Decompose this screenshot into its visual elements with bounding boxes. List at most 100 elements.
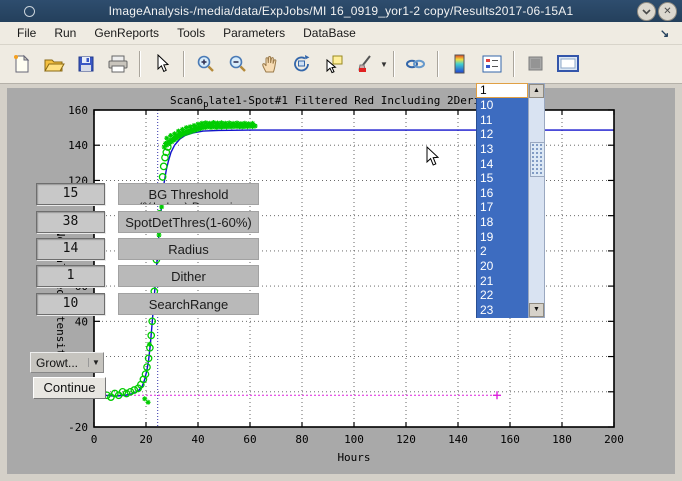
spot-number-option[interactable]: 17 [480,200,494,215]
brush-dropdown-arrow-icon[interactable]: ▼ [380,59,388,69]
toolbar-separator [512,51,515,77]
menu-bar: File Run GenReports Tools Parameters DataBase [0,22,682,45]
svg-text:140: 140 [68,139,88,152]
bg-threshold-input[interactable]: 15 [36,183,105,205]
open-file-icon[interactable] [41,51,67,77]
toolbar: ▼ [0,45,682,84]
menu-item-tools[interactable]: Tools [177,26,206,40]
link-plots-icon[interactable] [403,51,429,77]
scroll-up-button[interactable]: ▲ [529,84,544,98]
rollup-button[interactable] [637,2,656,21]
svg-text:140: 140 [448,433,468,446]
menu-item-parameters[interactable]: Parameters [223,26,286,40]
spot-number-option[interactable]: 22 [480,288,494,303]
spot-number-option[interactable]: 11 [480,112,493,127]
scroll-down-button[interactable]: ▼ [529,303,544,317]
plot-title: Scan6plate1-Spot#1 Filtered Red Includin… [170,94,507,110]
svg-text:-20: -20 [68,421,88,434]
radius-label-button[interactable]: Radius [118,238,259,260]
insert-legend-icon[interactable] [479,51,505,77]
data-cursor-icon[interactable] [321,51,347,77]
svg-text:100: 100 [344,433,364,446]
dither-label-button[interactable]: Dither [118,265,259,287]
toolbar-divider [0,84,682,88]
pointer-icon[interactable] [149,51,175,77]
x-axis-label: Hours [337,451,370,464]
figure-window-icon[interactable] [555,51,581,77]
toolbar-separator [183,51,185,77]
spot-number-option[interactable]: 15 [480,171,494,186]
spot-number-option[interactable]: 12 [480,127,494,142]
close-button[interactable]: ✕ [658,2,677,21]
svg-text:200: 200 [604,433,624,446]
dither-input[interactable]: 1 [36,265,105,287]
spot-number-option[interactable]: 18 [480,215,494,230]
close-icon: ✕ [663,5,672,17]
spot-det-thres-label-button[interactable]: SpotDetThres(1-60%) [118,211,259,233]
toolbar-separator [139,51,141,77]
label-line1: Dither [171,269,206,284]
svg-text:80: 80 [295,433,308,446]
toolbar-separator [436,51,439,77]
spot-number-option[interactable]: 14 [480,156,494,171]
chevron-down-icon [642,8,651,15]
radius-input[interactable]: 14 [36,238,105,260]
window-frame-right [675,88,682,481]
svg-text:160: 160 [500,433,520,446]
menu-item-run[interactable]: Run [54,26,77,40]
new-document-icon[interactable] [9,51,35,77]
mouse-cursor [426,146,440,166]
spot-number-options: 10 11 12 13 14 15 16 17 18 19 2 20 21 22 23 [476,98,529,318]
spot-number-option[interactable]: 19 [480,229,494,244]
brush-icon[interactable] [353,51,379,77]
spot-list-scrollbar[interactable]: ▲ ▼ [528,83,545,318]
bg-threshold-label-button[interactable]: BG Threshold(%below) Dynamic [118,183,259,205]
continue-button[interactable]: Continue [33,377,106,399]
spot-number-option[interactable]: 13 [480,141,494,156]
save-icon[interactable] [73,51,99,77]
svg-text:120: 120 [396,433,416,446]
menu-item-database[interactable]: DataBase [303,26,356,40]
window-menu-icon[interactable] [24,6,35,17]
chevron-down-icon: ▼ [88,358,103,367]
label-line1: Radius [168,242,209,257]
title-bar[interactable]: ImageAnalysis-/media/data/ExpJobs/MI 16_… [0,0,682,22]
svg-text:160: 160 [68,104,88,117]
spot-number-selected[interactable]: 1 [476,83,528,98]
svg-text:40: 40 [191,433,204,446]
spot-number-option[interactable]: 23 [480,302,494,317]
zoom-out-icon[interactable] [225,51,251,77]
menu-item-genreports[interactable]: GenReports [94,26,160,40]
zoom-in-icon[interactable] [193,51,219,77]
search-range-input[interactable]: 10 [36,293,105,315]
gray-square-icon[interactable] [523,51,549,77]
rotate-3d-icon[interactable] [289,51,315,77]
growth-model-dropdown[interactable]: Growt... ▼ [30,352,104,373]
menu-item-file[interactable]: File [17,26,37,40]
growth-model-dropdown-label: Growt... [36,355,79,370]
window-frame-left [0,88,7,481]
scrollbar-thumb[interactable] [530,142,545,177]
spot-number-option[interactable]: 20 [480,259,494,274]
search-range-label-button[interactable]: SearchRange [118,293,259,315]
svg-text:40: 40 [75,315,88,328]
spot-number-option[interactable]: 21 [480,273,494,288]
insert-colorbar-icon[interactable] [447,51,473,77]
svg-text:0: 0 [91,433,98,446]
spot-det-thres-input[interactable]: 38 [36,211,105,233]
spot-number-option[interactable]: 2 [480,244,487,259]
window-title: ImageAnalysis-/media/data/ExpJobs/MI 16_… [108,4,574,18]
print-icon[interactable] [105,51,131,77]
svg-text:20: 20 [139,433,152,446]
spot-number-option[interactable]: 10 [480,98,494,112]
toolbar-separator [392,51,395,77]
label-line1: SearchRange [148,297,229,312]
spot-number-option[interactable]: 16 [480,185,494,200]
svg-text:180: 180 [552,433,572,446]
svg-text:60: 60 [243,433,256,446]
pan-hand-icon[interactable] [257,51,283,77]
window-frame-bottom [0,474,682,481]
label-line1: BG Threshold [148,187,229,202]
menu-overflow-icon[interactable]: ↘ [660,28,670,40]
